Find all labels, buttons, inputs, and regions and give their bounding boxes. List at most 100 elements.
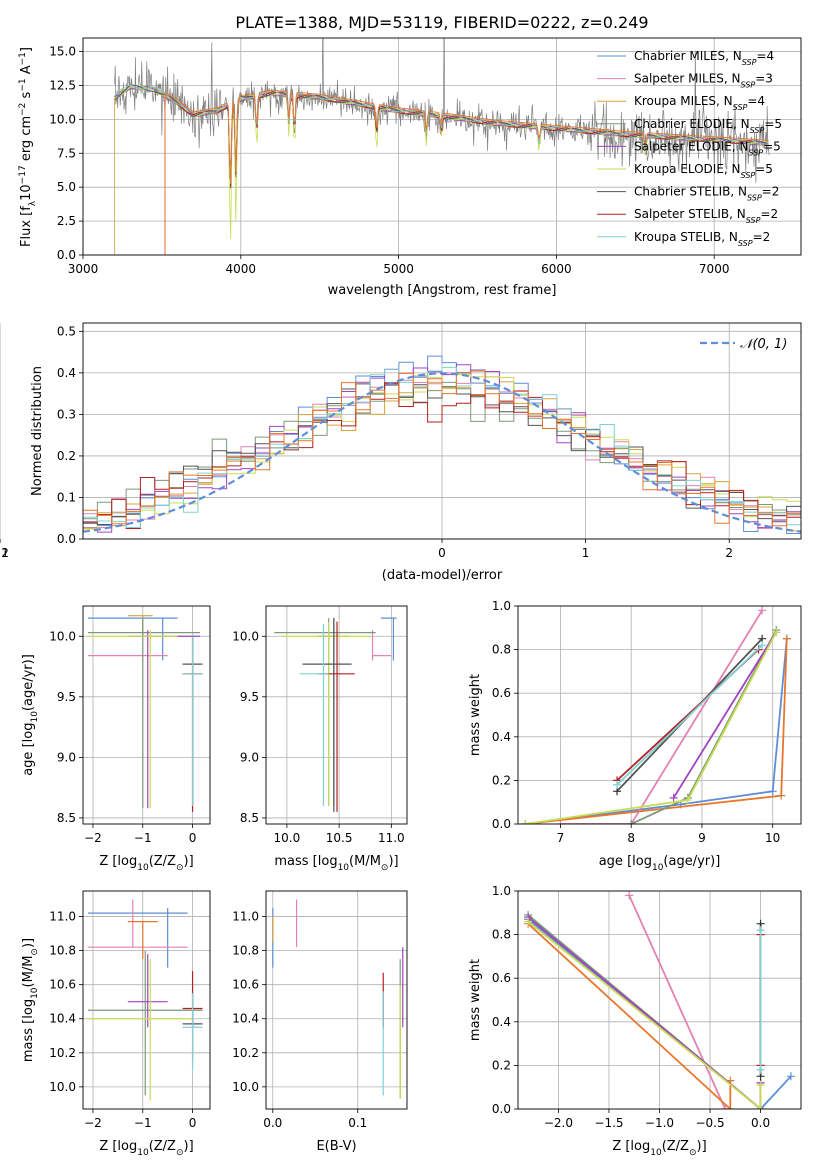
x-tick-label: −1: [0, 546, 9, 560]
x-tick-label: 9: [698, 831, 706, 845]
axes-frame: [517, 605, 802, 825]
plus-marker: [524, 917, 533, 926]
plot-area: [272, 899, 404, 1099]
y-tick-label: 11.0: [49, 910, 76, 924]
x-axis-label: wavelength [Angstrom, rest frame]: [328, 283, 557, 298]
y-tick-label: 10.2: [49, 1046, 76, 1060]
mass-weight-line: [630, 629, 777, 824]
y-tick-label: 15.0: [49, 45, 76, 59]
grid-lines: [0, 323, 801, 540]
plus-marker: [726, 1105, 735, 1109]
plus-marker: [756, 1065, 765, 1074]
y-tick-label: 12.5: [49, 78, 76, 92]
x-axis-label: E(B-V): [316, 1139, 356, 1154]
y-tick-label: 0.2: [57, 449, 76, 463]
x-tick-label: −2.0: [544, 1116, 573, 1130]
plus-marker: [768, 787, 777, 796]
residual-histogram: [83, 366, 801, 528]
y-axis-label: Normed distribution: [30, 366, 45, 496]
y-tick-label: 9.0: [240, 750, 259, 764]
x-tick-label: 11.0: [378, 831, 405, 845]
legend-label: Salpeter MILES, NSSP=3: [634, 72, 773, 90]
grid-lines: [83, 891, 210, 1109]
mass-weight-line: [672, 631, 777, 799]
plot-area: [83, 355, 801, 534]
mass-weight-line: [616, 644, 763, 786]
y-tick-label: 10.6: [232, 978, 259, 992]
x-tick-label: 2: [725, 546, 733, 560]
model-spectrum-line: [114, 85, 769, 239]
y-axis-label: mass [log10(M/M⊙)]: [21, 938, 40, 1062]
y-tick-label: 0.5: [57, 324, 76, 338]
legend-label: Chabrier STELIB, NSSP=2: [634, 185, 779, 203]
y-tick-label: 10.0: [232, 1080, 259, 1094]
y-tick-label: 0.6: [492, 686, 511, 700]
spectrum-panel: 3000 4000 5000 6000 7000 0.0 2.5 5.0 7.5 10.0 12.5…: [18, 37, 802, 298]
y-tick-label: 0.0: [492, 817, 511, 831]
x-axis-label: age [log10(age/yr)]: [599, 854, 721, 873]
legend-label: Chabrier MILES, NSSP=4: [634, 49, 774, 67]
mass-weight-line: [524, 638, 788, 824]
model-spectrum-line: [114, 84, 769, 184]
weight-vs-metallicity-panel: −2.0 −1.5 −1.0 −0.5 0.0 0.0 0.2 0.4 0.6 0.8 1.0 Z […: [468, 884, 802, 1158]
y-tick-label: 0.4: [492, 730, 511, 744]
x-tick-label: 0.1: [348, 1116, 367, 1130]
x-tick-label: 0.0: [263, 1116, 282, 1130]
legend: Chabrier MILES, NSSP=4 Salpeter MILES, NS…: [597, 49, 782, 247]
axes-frame: [82, 890, 211, 1110]
y-tick-label: 10.0: [49, 629, 76, 643]
x-tick-label: 10: [765, 831, 780, 845]
plus-marker: [777, 791, 786, 800]
y-tick-label: 8.5: [240, 811, 259, 825]
plus-marker: [625, 891, 634, 900]
model-spectrum-line: [164, 91, 769, 255]
y-tick-label: 0.0: [57, 248, 76, 262]
y-tick-label: 10.0: [49, 112, 76, 126]
plus-marker: [772, 628, 781, 637]
plus-marker: [721, 1105, 730, 1109]
x-tick-label: −1: [134, 1116, 152, 1130]
y-tick-label: 0.8: [492, 643, 511, 657]
y-axis-label: mass weight: [468, 959, 483, 1041]
x-axis-label: Z [log10(Z/Z⊙)]: [99, 854, 193, 873]
y-tick-label: 10.0: [232, 629, 259, 643]
mass-vs-ebv-panel: 0.0 0.1 10.0 10.2 10.4 10.6 10.8 11.0 E(B-V): [232, 890, 408, 1154]
weight-vs-age-panel: 7 8 9 10 0.0 0.2 0.4 0.6 0.8 1.0 age [log10(age/yr…: [468, 599, 802, 873]
axes-frame: [82, 37, 802, 256]
legend-label: Chabrier ELODIE, NSSP=5: [634, 117, 782, 135]
plot-area: [87, 615, 203, 812]
y-tick-label: 0.4: [57, 366, 76, 380]
legend-label: Kroupa ELODIE, NSSP=5: [634, 162, 773, 180]
x-tick-label: 8: [627, 831, 635, 845]
plus-marker: [758, 641, 767, 650]
y-tick-label: 5.0: [57, 180, 76, 194]
plus-marker: [556, 820, 565, 824]
plus-marker: [683, 796, 692, 805]
plus-marker: [627, 820, 636, 824]
x-tick-label: 10.5: [326, 831, 353, 845]
x-tick-label: −1.0: [645, 1116, 674, 1130]
y-tick-label: 10.0: [49, 1080, 76, 1094]
mass-weight-line: [628, 895, 727, 1109]
x-tick-label: −1: [134, 831, 152, 845]
y-axis-label: age [log10(age/yr)]: [21, 654, 40, 776]
x-tick-label: 0: [189, 1116, 197, 1130]
x-tick-label: 10.0: [274, 831, 301, 845]
mass-weight-line: [527, 920, 762, 1109]
y-tick-label: 2.5: [57, 214, 76, 228]
legend-label: Kroupa MILES, NSSP=4: [634, 94, 765, 112]
y-tick-label: 10.8: [49, 944, 76, 958]
normal-distribution-curve: [83, 372, 801, 533]
x-axis-label: (data-model)/error: [382, 568, 503, 583]
y-tick-label: 10.6: [49, 978, 76, 992]
axes-frame: [265, 605, 408, 825]
legend-label: 𝒩(0, 1): [740, 337, 787, 352]
plot-area: [524, 891, 795, 1109]
grid-lines: [266, 891, 407, 1109]
x-tick-label: 7000: [699, 262, 730, 276]
y-axis-label: Flux [fλ10−17 erg cm−2 s−1 A−1]: [18, 47, 38, 247]
x-tick-label: −2: [84, 1116, 102, 1130]
legend-label: Kroupa STELIB, NSSP=2: [634, 230, 770, 248]
age-vs-mass-panel: 10.0 10.5 11.0 8.5 9.0 9.5 10.0 mass [log10(M/M…: [232, 605, 408, 873]
plot-area: [114, 38, 770, 255]
